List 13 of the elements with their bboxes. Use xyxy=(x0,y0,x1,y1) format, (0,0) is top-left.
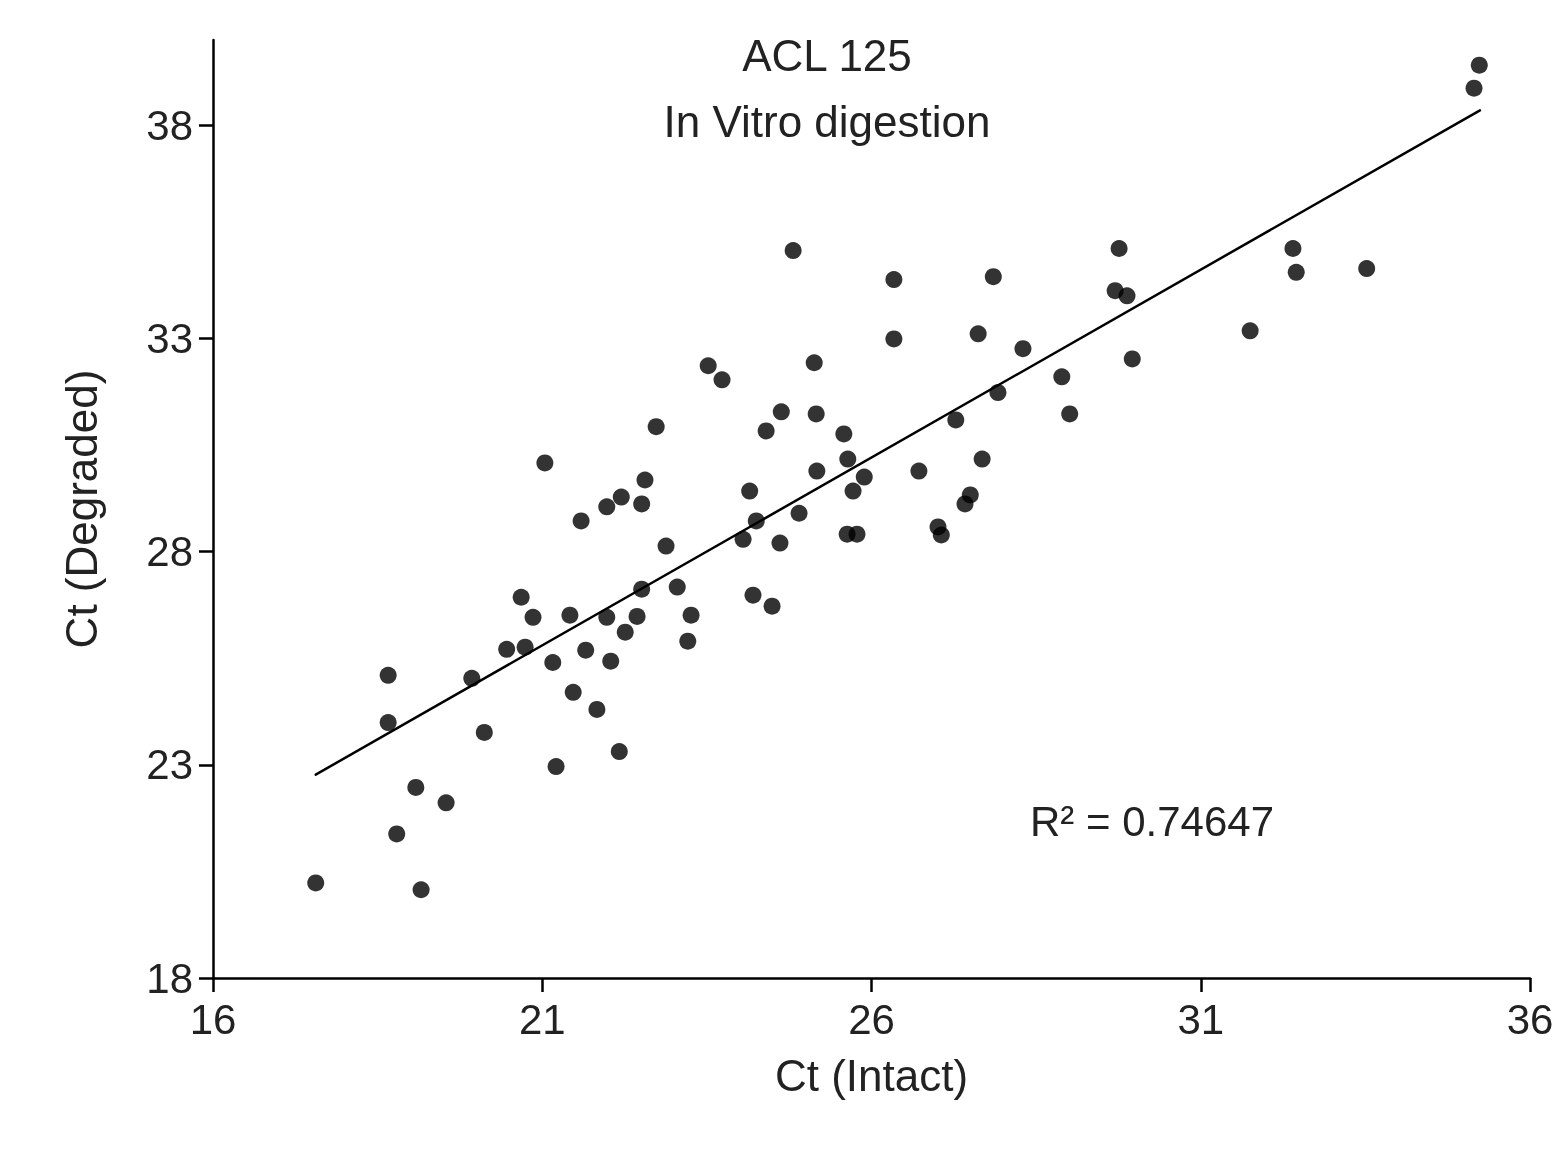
chart-title: ACL 125 xyxy=(742,30,912,80)
x-tick-label: 36 xyxy=(1506,995,1554,1043)
x-tick-label: 26 xyxy=(848,995,895,1043)
y-axis-title: Ct (Degraded) xyxy=(56,369,106,649)
text: In Vitro digestion xyxy=(663,96,991,146)
x-tick-label: 31 xyxy=(1177,995,1225,1043)
annotation: R² = 0.74647 xyxy=(1030,797,1275,845)
y-tick-label: 23 xyxy=(146,741,193,789)
x-axis-title: Ct (Intact) xyxy=(774,1050,969,1100)
y-tick-label: 38 xyxy=(146,101,193,149)
y-tick-label: 28 xyxy=(146,528,193,576)
y-tick-label: 33 xyxy=(146,314,193,362)
x-tick-label: 21 xyxy=(518,995,566,1043)
